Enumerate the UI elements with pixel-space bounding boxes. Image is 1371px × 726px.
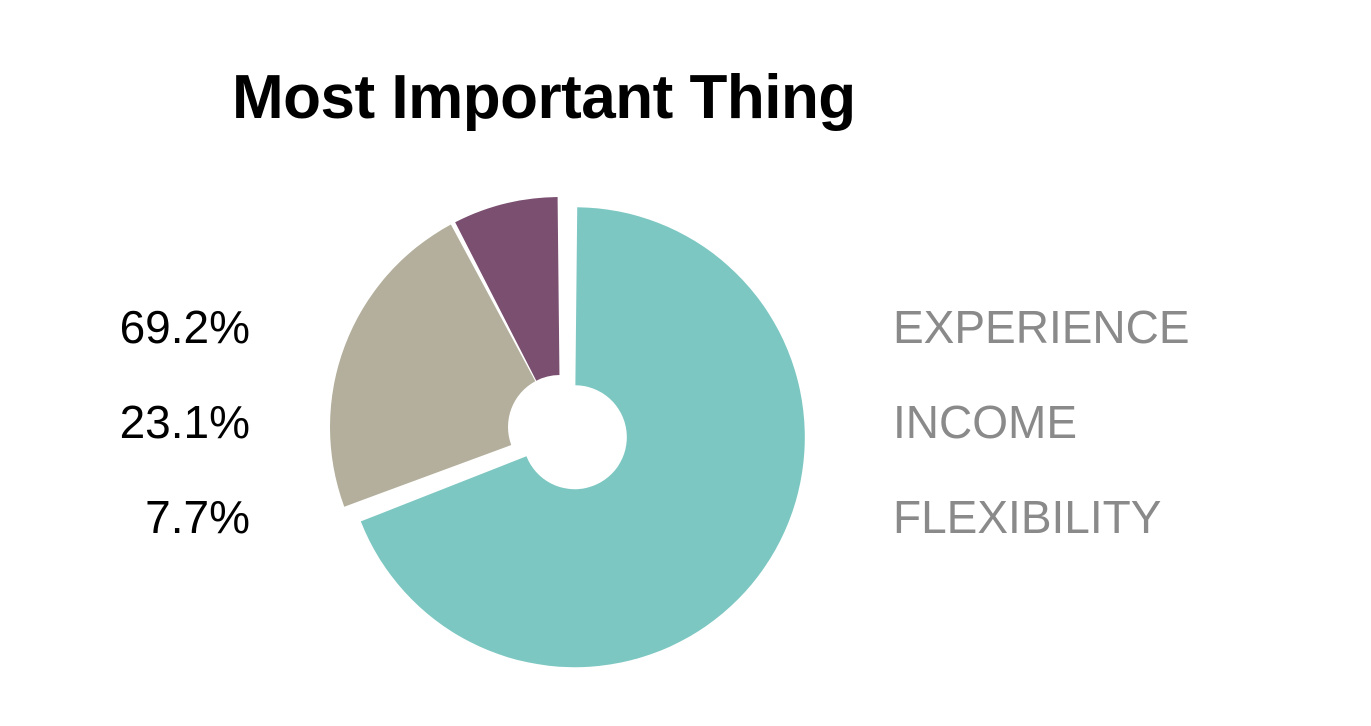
pie-slice-income bbox=[330, 224, 536, 507]
value-label-experience: 69.2% bbox=[119, 301, 250, 353]
category-label-flexibility: FLEXIBILITY bbox=[893, 491, 1162, 543]
category-label-experience: EXPERIENCE bbox=[893, 301, 1190, 353]
category-label-income: INCOME bbox=[893, 396, 1077, 448]
value-label-income: 23.1% bbox=[119, 396, 250, 448]
chart-title: Most Important Thing bbox=[232, 63, 856, 132]
pie-slice-experience bbox=[360, 207, 805, 668]
pie-slice-flexibility bbox=[455, 197, 560, 381]
value-label-flexibility: 7.7% bbox=[145, 491, 250, 543]
